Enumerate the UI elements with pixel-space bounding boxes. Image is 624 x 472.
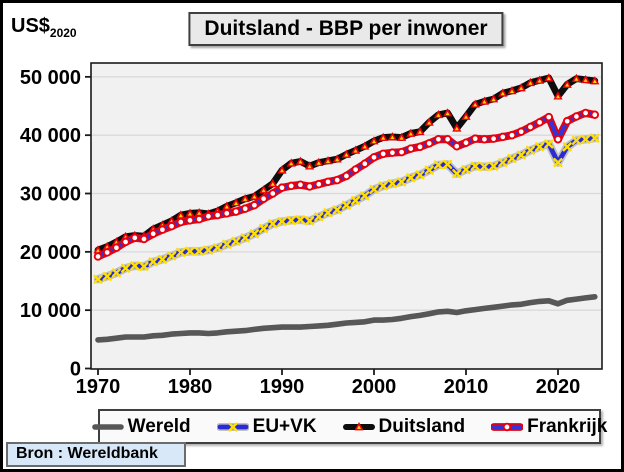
legend-label-eu-vk: EU+VK <box>252 415 317 437</box>
legend-marker-eu-vk <box>216 421 249 432</box>
legend-label-duitsland: Duitsland <box>378 415 466 437</box>
legend-label-frankrijk: Frankrijk <box>527 415 608 437</box>
series-wereld <box>95 293 598 343</box>
legend-item-frankrijk: Frankrijk <box>491 416 607 438</box>
chart-title: Duitsland - BBP per inwoner <box>188 12 504 46</box>
legend-marker-duitsland <box>342 421 375 430</box>
y-tick-label: 0 <box>70 359 81 381</box>
y-tick-label: 30 000 <box>20 184 81 206</box>
series-frankrijk <box>93 108 600 261</box>
x-tick-label: 1970 <box>76 376 121 398</box>
y-axis-unit-label: US$2020 <box>11 15 77 40</box>
legend-marker-wereld <box>91 423 124 430</box>
legend-item-wereld: Wereld <box>91 415 191 438</box>
legend-marker-frankrijk <box>491 422 524 431</box>
y-tick-label: 20 000 <box>20 242 81 264</box>
source-label: Bron : Wereldbank <box>6 442 186 467</box>
legend-item-duitsland: Duitsland <box>342 415 466 438</box>
x-tick-label: 2000 <box>352 376 397 398</box>
x-tick-label: 2020 <box>536 376 581 398</box>
x-tick-label: 1980 <box>168 376 213 398</box>
series-eu-vk <box>93 133 600 284</box>
chart-legend: Wereld EU+VK Duitsland Frankrijk <box>91 409 607 444</box>
y-tick-label: 40 000 <box>20 125 81 147</box>
legend-item-eu-vk: EU+VK <box>216 415 317 438</box>
y-tick-label: 10 000 <box>20 300 81 322</box>
x-tick-label: 2010 <box>444 376 489 398</box>
series-duitsland <box>93 73 600 254</box>
legend-label-wereld: Wereld <box>127 415 191 437</box>
x-tick-label: 1990 <box>260 376 305 398</box>
y-tick-label: 50 000 <box>20 67 81 89</box>
chart-canvas: 0 10 000 20 000 30 000 40 000 50 000 1970 1980 1… <box>20 62 603 398</box>
